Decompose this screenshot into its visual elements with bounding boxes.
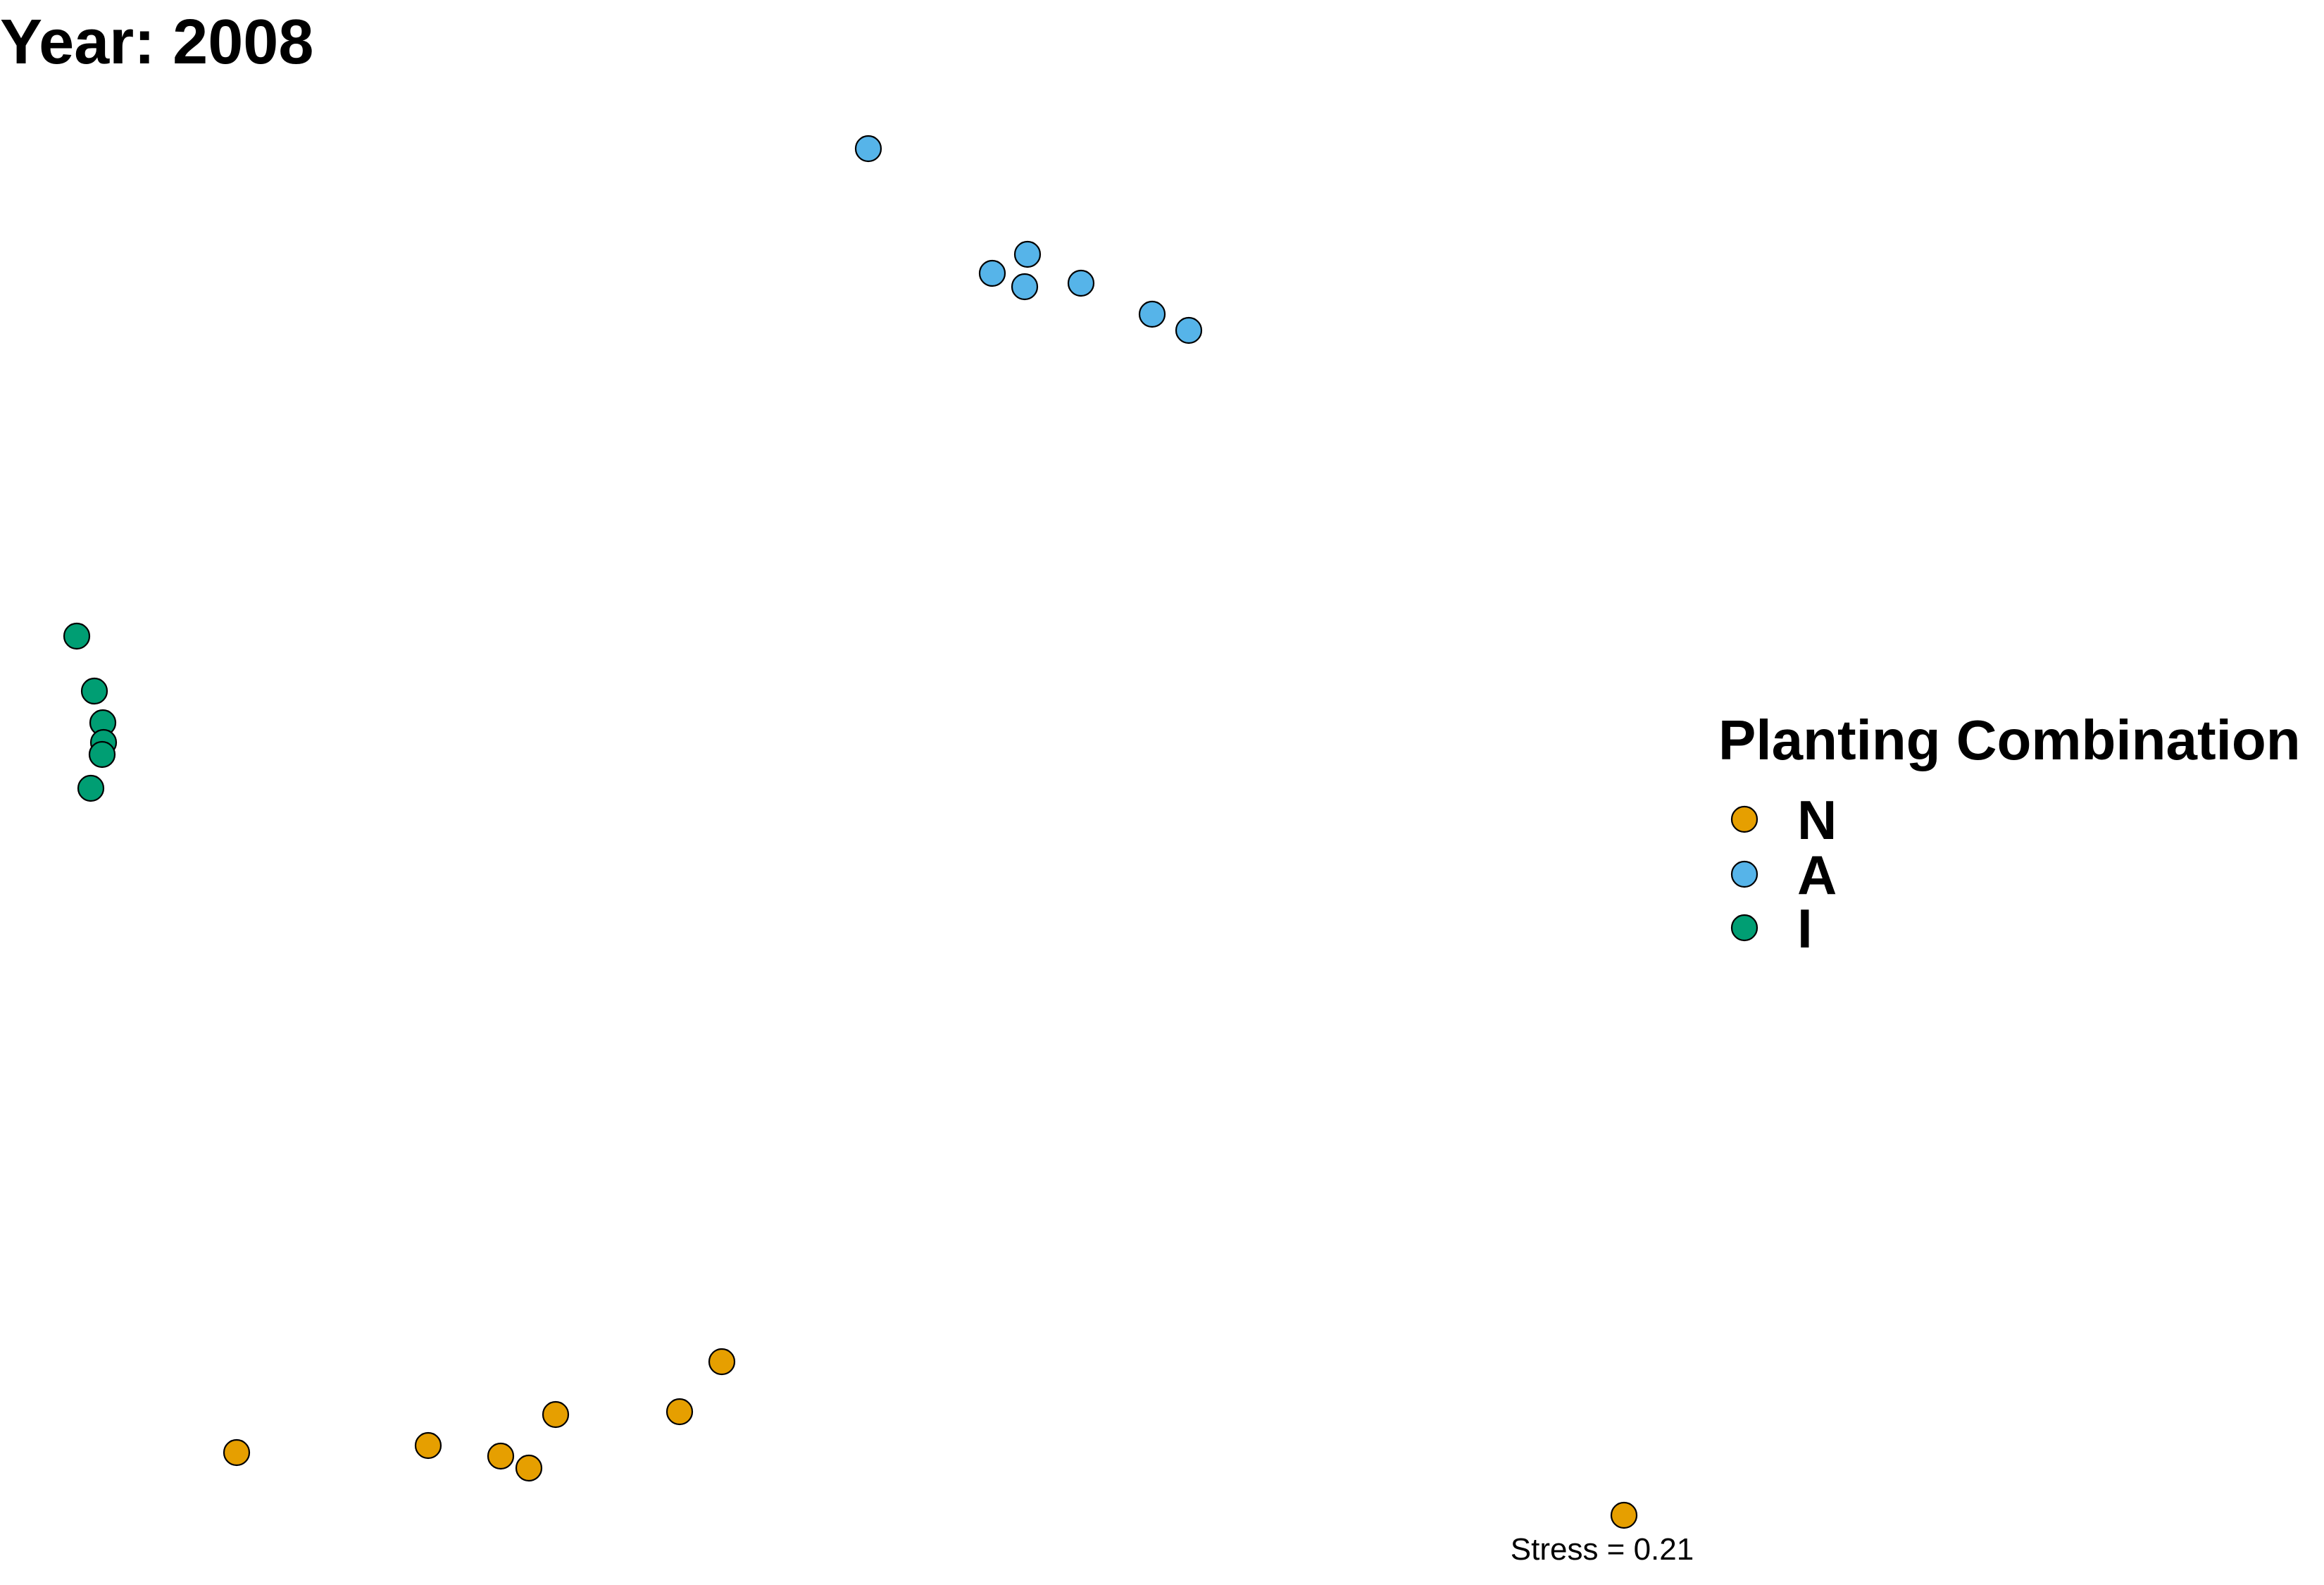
point-n-7 bbox=[708, 1348, 736, 1376]
point-n-6 bbox=[666, 1398, 694, 1426]
legend-key-n bbox=[1730, 805, 1758, 833]
chart-title: Year: 2008 bbox=[0, 7, 313, 77]
legend-label-i: I bbox=[1797, 897, 1813, 959]
legend-key-a bbox=[1730, 860, 1758, 888]
point-n-5 bbox=[542, 1400, 570, 1429]
legend-title: Planting Combination bbox=[1718, 709, 2301, 771]
point-a-5 bbox=[1067, 269, 1095, 297]
point-a-3 bbox=[1013, 240, 1042, 268]
point-n-2 bbox=[414, 1431, 442, 1460]
point-i-1 bbox=[63, 622, 91, 650]
legend-label-n: N bbox=[1797, 789, 1837, 851]
point-a-1 bbox=[854, 135, 882, 163]
stress-annotation: Stress = 0.21 bbox=[1511, 1532, 1694, 1567]
point-i-5 bbox=[88, 740, 116, 769]
point-n-4 bbox=[515, 1454, 543, 1482]
legend-key-i bbox=[1730, 914, 1758, 942]
legend: Planting Combination N A I bbox=[1718, 709, 2301, 959]
data-points bbox=[63, 135, 1638, 1529]
point-n-8 bbox=[1610, 1501, 1638, 1529]
point-a-2 bbox=[978, 259, 1006, 287]
point-a-6 bbox=[1138, 300, 1166, 328]
point-n-1 bbox=[223, 1438, 251, 1467]
point-a-4 bbox=[1011, 273, 1039, 301]
point-n-3 bbox=[487, 1442, 515, 1470]
legend-label-a: A bbox=[1797, 844, 1837, 906]
point-a-7 bbox=[1175, 316, 1203, 344]
point-i-2 bbox=[80, 677, 108, 705]
point-i-6 bbox=[77, 774, 105, 802]
